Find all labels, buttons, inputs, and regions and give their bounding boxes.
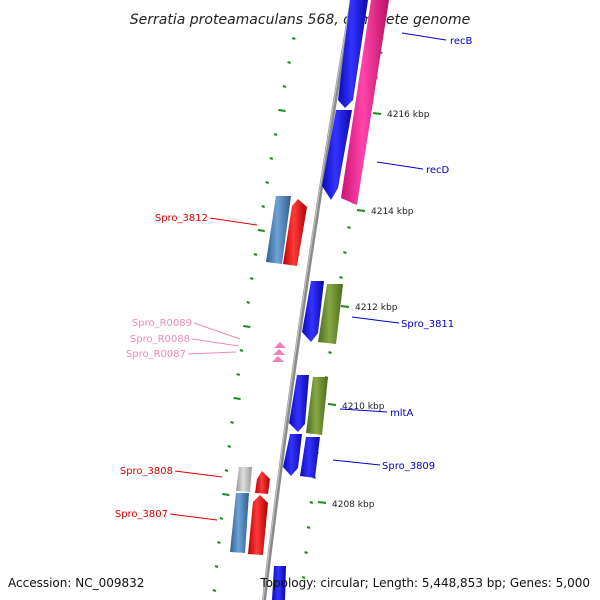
gc-dash (222, 493, 230, 496)
rna-Spro_R0089-mark[interactable] (274, 342, 286, 348)
label-Spro_3807[interactable]: Spro_3807 (115, 509, 168, 520)
gc-dash (217, 541, 221, 544)
gene-Spro_3812-steel[interactable] (266, 196, 291, 264)
label-recD[interactable]: recD (426, 165, 450, 176)
gc-dash (227, 445, 232, 448)
genome-backbone (262, 0, 354, 600)
tick-label-4214: 4214 kbp (371, 207, 414, 217)
gene-Spro_3809[interactable] (300, 437, 320, 478)
reverse-labels: Spro_3812 Spro_3808 Spro_3807 (115, 213, 258, 521)
gene-Spro_3812[interactable] (283, 199, 307, 266)
gc-dash (265, 181, 270, 184)
gc-dash (219, 517, 224, 520)
gene-Spro_3811-blue[interactable] (302, 281, 324, 342)
gc-dash (328, 351, 332, 354)
rna-gene-marks (272, 342, 286, 362)
gc-dash (278, 109, 286, 112)
gc-dash (282, 85, 287, 88)
reverse-strand-genes (230, 196, 307, 555)
label-Spro_3812[interactable]: Spro_3812 (155, 213, 208, 224)
scale-ticks: 4216 kbp 4214 kbp 4212 kbp 4210 kbp 4208… (317, 110, 430, 510)
rna-Spro_R0087-mark[interactable] (272, 356, 284, 362)
label-recB[interactable]: recB (450, 36, 473, 47)
label-Spro_3809[interactable]: Spro_3809 (382, 461, 435, 472)
label-Spro_R0088[interactable]: Spro_R0088 (130, 334, 190, 345)
gc-dash (233, 397, 241, 400)
accession-text: Accession: NC_009832 (8, 576, 144, 590)
gene-Spro_3807-steel[interactable] (230, 493, 249, 553)
gene-blue-mid[interactable] (283, 434, 302, 476)
gene-Spro_3811[interactable] (318, 284, 343, 344)
gene-Spro_3808[interactable] (255, 471, 270, 494)
gc-dash (212, 589, 217, 592)
tick-label-4210: 4210 kbp (342, 402, 385, 412)
rna-labels: Spro_R0089 Spro_R0088 Spro_R0087 (126, 318, 241, 360)
gene-mltA-blue[interactable] (289, 375, 309, 432)
gc-dash (269, 157, 274, 160)
gene-recB[interactable] (341, 0, 389, 205)
gene-recD[interactable] (322, 110, 352, 200)
gene-blue-upper[interactable] (338, 0, 368, 108)
gc-dash (304, 551, 308, 554)
gene-blue-bottom[interactable] (272, 566, 286, 600)
gc-dash (214, 565, 219, 568)
gc-dash (253, 253, 258, 256)
tick-label-4208: 4208 kbp (332, 500, 375, 510)
label-Spro_3811[interactable]: Spro_3811 (401, 319, 454, 330)
label-mltA[interactable]: mltA (390, 408, 413, 419)
gene-grey[interactable] (236, 467, 252, 492)
gene-mltA[interactable] (306, 377, 328, 435)
gc-dash (343, 251, 347, 254)
gc-dash (301, 576, 306, 579)
gene-Spro_3807[interactable] (248, 495, 268, 555)
gc-dash (309, 501, 314, 504)
forward-strand-genes (272, 0, 389, 600)
gc-dash (273, 133, 278, 136)
forward-labels: recB recD Spro_3811 mltA Spro_3809 (332, 32, 473, 472)
gc-dash (236, 373, 241, 376)
gc-dash (230, 421, 234, 424)
topology-text: Topology: circular; Length: 5,448,853 bp… (259, 576, 590, 590)
gc-dash (257, 229, 265, 232)
tick-label-4212: 4212 kbp (355, 303, 398, 313)
gc-dash (224, 469, 229, 472)
gc-dash (291, 37, 296, 40)
tick-label-4216: 4216 kbp (387, 110, 430, 120)
gc-dash (239, 349, 244, 352)
gc-dash (347, 226, 351, 229)
gc-dash (246, 301, 251, 304)
gc-dash (261, 205, 265, 208)
gc-dash (249, 277, 254, 280)
gc-dash (339, 276, 343, 279)
label-Spro_R0087[interactable]: Spro_R0087 (126, 349, 186, 360)
gc-dash (287, 61, 291, 64)
rna-Spro_R0088-mark[interactable] (273, 349, 285, 355)
gc-dash (306, 526, 311, 529)
map-title: Serratia proteamaculans 568, complete ge… (130, 12, 470, 28)
label-Spro_R0089[interactable]: Spro_R0089 (132, 318, 192, 329)
label-Spro_3808[interactable]: Spro_3808 (120, 466, 173, 477)
gc-dash (243, 325, 251, 328)
